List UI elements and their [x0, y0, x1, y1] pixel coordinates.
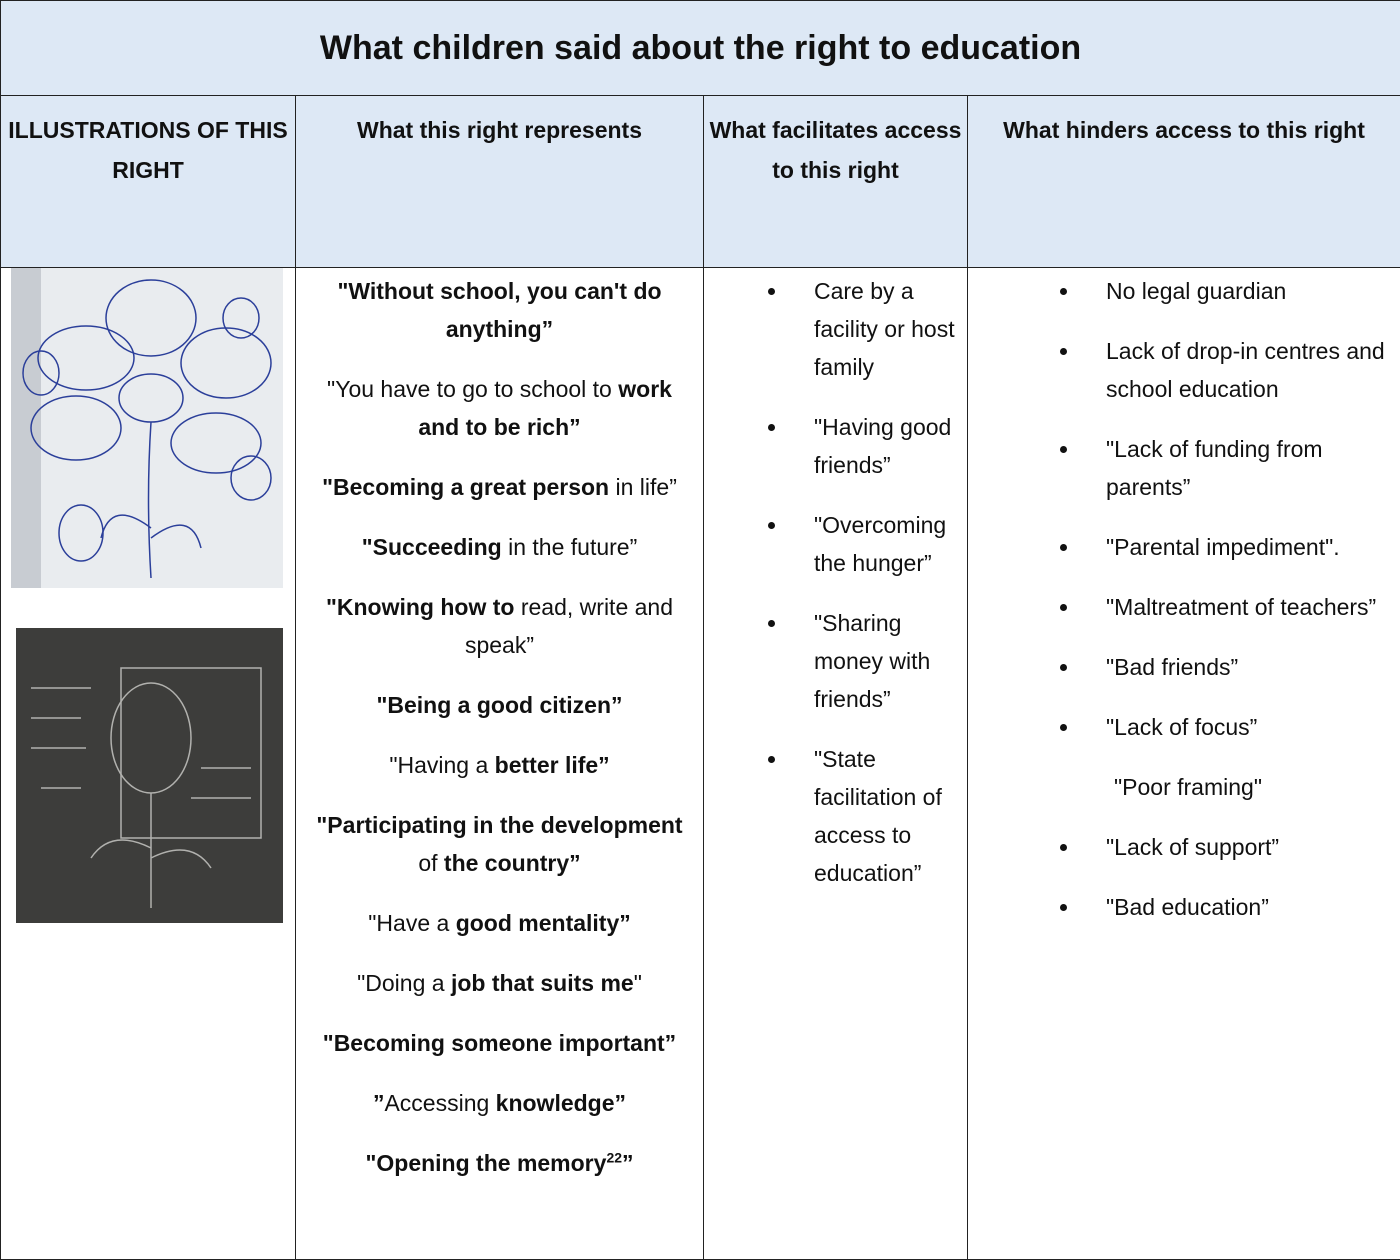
obstacle: "Bad friends”	[1059, 648, 1396, 686]
facilitator: "Having good friends”	[768, 408, 959, 484]
quote-run: Accessing	[384, 1090, 496, 1116]
quote: "Succeeding in the future”	[310, 528, 689, 566]
quote: "Without school, you can't do anything”	[310, 272, 689, 348]
quote: "Have a good mentality”	[310, 904, 689, 942]
quote-run: job that suits me	[450, 970, 634, 996]
quote-run: "Without school, you can't do anything”	[337, 278, 662, 342]
quote-run: better life”	[494, 752, 610, 778]
illustrations	[11, 268, 283, 923]
column-header: What facilitates access to this right	[703, 95, 968, 268]
obstacle: "Lack of funding from parents”	[1059, 430, 1396, 506]
quote: "Being a good citizen”	[310, 686, 689, 724]
quote-run: knowledge”	[495, 1090, 627, 1116]
obstacle: "Lack of focus”	[1059, 708, 1396, 746]
obstacle: "Poor framing"	[1114, 774, 1262, 800]
quote: "Opening the memory22”	[310, 1144, 689, 1182]
facilitator: "State facilitation of access to educati…	[768, 740, 959, 892]
flower-drawing	[11, 268, 283, 588]
quote-run: "Succeeding	[361, 534, 502, 560]
facilitator: "Overcoming the hunger”	[768, 506, 959, 582]
quote-run: "Having a	[389, 752, 495, 778]
facilitator: Care by a facility or host family	[768, 272, 959, 386]
quote-run: ”	[372, 1090, 385, 1116]
column-header: What hinders access to this right	[966, 95, 1400, 268]
quote-run: "Opening the memory	[365, 1150, 607, 1176]
obstacle: "Bad education”	[1059, 888, 1396, 926]
quote: "You have to go to school to work and to…	[310, 370, 689, 446]
facilitator: "Sharing money with friends”	[768, 604, 959, 718]
obstacle: "Parental impediment".	[1059, 528, 1396, 566]
obstacle: "Maltreatment of teachers”	[1059, 588, 1396, 626]
hinders-list: No legal guardian Lack of drop-in centres…	[968, 268, 1400, 926]
quote: ”Accessing knowledge”	[310, 1084, 689, 1122]
quote-run: work and to be rich”	[418, 376, 672, 440]
obstacle: "Lack of support”	[1059, 828, 1396, 866]
quote-run: "You have to go to school to	[327, 376, 619, 402]
quote: "Doing a job that suits me"	[310, 964, 689, 1002]
represents-cell: "Without school, you can't do anything” "…	[295, 267, 704, 1260]
facilitates-list: Care by a facility or host family "Having…	[704, 268, 967, 892]
table-title: What children said about the right to ed…	[0, 0, 1400, 96]
chalkboard-drawing	[16, 628, 283, 923]
quote: "Having a better life”	[310, 746, 689, 784]
quote-run: "Becoming a great person	[322, 474, 610, 500]
column-header: What this right represents	[295, 95, 704, 268]
quote-run: read, write and speak”	[464, 594, 673, 658]
hinders-cell: No legal guardian Lack of drop-in centres…	[966, 267, 1400, 1260]
facilitates-cell: Care by a facility or host family "Having…	[703, 267, 968, 1260]
quote-run: in the future”	[501, 534, 638, 560]
quote-run: "	[633, 970, 642, 996]
quote: "Knowing how to read, write and speak”	[310, 588, 689, 664]
quote-run: "Doing a	[357, 970, 451, 996]
obstacle: No legal guardian	[1059, 272, 1396, 310]
quote: "Becoming someone important”	[310, 1024, 689, 1062]
quote-run: "Knowing how to	[325, 594, 515, 620]
obstacle: Lack of drop-in centres and school educa…	[1059, 332, 1396, 408]
quote-run: in life”	[609, 474, 677, 500]
quote-run: "Participating in the development	[316, 812, 683, 838]
quote-run: the country”	[443, 850, 581, 876]
quote-run: "Becoming someone important”	[322, 1030, 677, 1056]
quote-run: ”	[622, 1150, 634, 1176]
quote-run: good mentality”	[455, 910, 631, 936]
quote: "Becoming a great person in life”	[310, 468, 689, 506]
column-header: ILLUSTRATIONS OF THIS RIGHT	[0, 95, 296, 268]
illustrations-cell	[0, 267, 296, 1260]
quote-run: "Being a good citizen”	[376, 692, 623, 718]
quote-run: 22	[606, 1149, 623, 1166]
quote: "Participating in the development of the…	[310, 806, 689, 882]
quote-run: "Have a	[368, 910, 456, 936]
quote-run: of	[418, 850, 444, 876]
